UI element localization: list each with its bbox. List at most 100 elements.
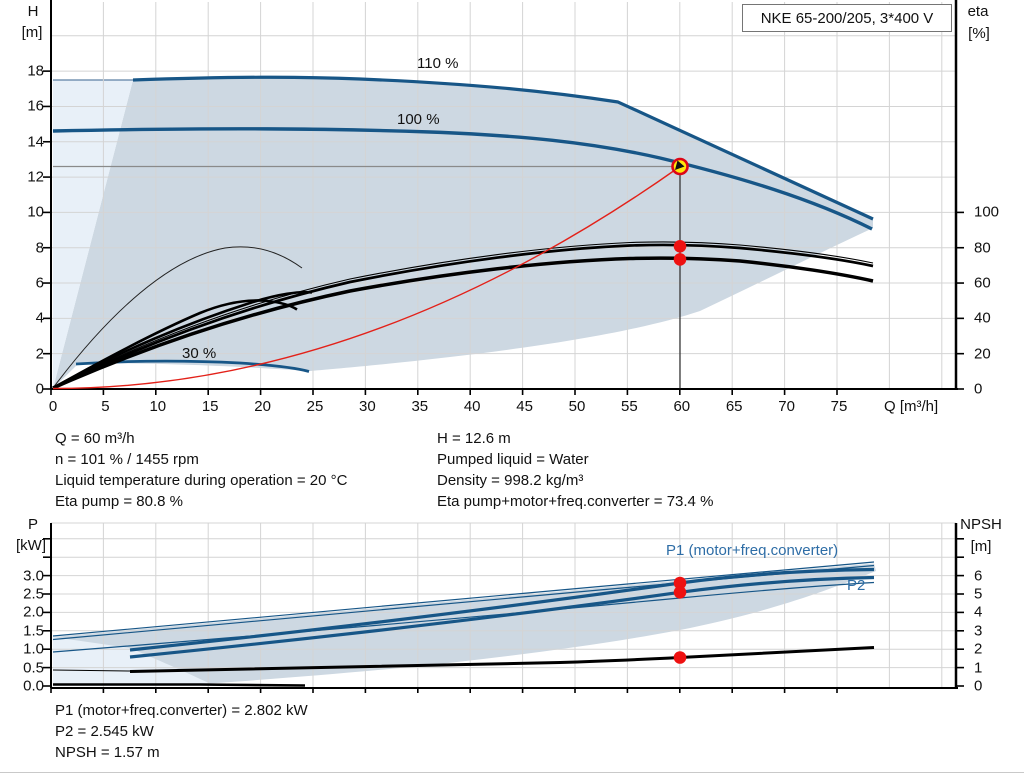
curves [52, 75, 875, 687]
p-tick-label: 1.0 [23, 640, 44, 658]
q-tick-label: 75 [830, 398, 848, 415]
npsh-curve [129, 646, 875, 673]
q-tick-label: 35 [411, 398, 429, 415]
q-tick-label: 50 [568, 398, 586, 415]
duty-point-arrowhead [675, 160, 685, 170]
h-tick-label: 6 [35, 274, 44, 292]
eta-pump-point [673, 240, 687, 253]
q-tick-label: 15 [201, 398, 219, 415]
eta-tick-label: 60 [974, 274, 991, 292]
p-tick-label: 0.0 [23, 677, 44, 695]
chart-fills [53, 77, 876, 686]
eta-tick-label: 80 [974, 239, 991, 257]
npsh-tick-label: 0 [974, 677, 983, 695]
h-tick-label: 8 [35, 239, 44, 257]
curve-label-100pct: 100 % [397, 111, 440, 128]
p-axis-unit: [kW] [16, 537, 46, 554]
eta-tick-label: 100 [974, 203, 1000, 221]
eta-pump-thin-curve [52, 241, 874, 389]
npsh-tick-label: 5 [974, 585, 983, 603]
h-tick-label: 16 [27, 97, 44, 115]
npsh-tick-label: 3 [974, 622, 983, 640]
q-tick-label: 25 [306, 398, 324, 415]
h-axis-name: H [27, 3, 39, 20]
q-tick-label: 60 [673, 398, 691, 415]
curve-100pct [52, 127, 873, 231]
npsh-axis-name: NPSH [960, 516, 1002, 533]
h-tick-label: 14 [27, 133, 44, 151]
p-tick-label: 2.5 [23, 585, 44, 603]
npsh-tick-label: 4 [974, 603, 983, 621]
eta-lowspeed-curve-1 [52, 299, 298, 390]
q-tick-label: 45 [516, 398, 533, 415]
result-npsh: NPSH = 1.57 m [55, 744, 160, 761]
q-tick-label: 65 [725, 398, 743, 415]
result-q: Q = 60 m³/h [55, 430, 135, 447]
p-tick-label: 3.0 [23, 567, 44, 585]
gridlines [51, 2, 956, 688]
h-tick-label: 12 [27, 168, 44, 186]
min-flow-region-top [53, 80, 133, 389]
eta-tick-label: 20 [974, 345, 991, 363]
npsh-low-curve [53, 683, 306, 687]
axes-and-ticks [43, 0, 964, 693]
q-tick-label: 40 [463, 398, 481, 415]
system-curve [52, 165, 681, 390]
h-tick-label: 18 [27, 62, 44, 80]
q-tick-label: 55 [621, 398, 638, 415]
npsh-tick-label: 1 [974, 659, 983, 677]
eta-total-curve [52, 256, 874, 390]
p-tick-label: 2.0 [23, 603, 44, 621]
eta-arc-curve [52, 246, 303, 389]
eta-total-point [673, 253, 687, 266]
curve-label-30pct: 30 % [182, 345, 217, 362]
q-tick-label: 0 [48, 398, 58, 415]
p-tick-label: 1.5 [23, 622, 44, 640]
q-tick-label: 10 [149, 398, 167, 415]
q-tick-label: 70 [778, 398, 795, 415]
q-tick-label: 20 [254, 398, 271, 415]
h-tick-label: 10 [27, 203, 44, 221]
result-speed: n = 101 % / 1455 rpm [55, 451, 199, 468]
q-tick-label: 5 [101, 398, 110, 415]
eta-axis-name: eta [967, 3, 989, 20]
p1-max-curve [52, 561, 875, 637]
result-liquid: Pumped liquid = Water [437, 451, 589, 468]
npsh-tick-label: 2 [974, 640, 983, 658]
eta-pump-curve [52, 243, 874, 390]
result-eta-pump: Eta pump = 80.8 % [55, 493, 183, 510]
p-tick-label: 0.5 [23, 659, 44, 677]
curve-label-110pct: 110 % [417, 55, 459, 72]
eta-axis-unit: [%] [968, 25, 990, 42]
curve-label-p1: P1 (motor+freq.converter) [666, 542, 839, 559]
eta-tick-label: 0 [974, 380, 983, 398]
npsh-tick-label: 6 [974, 567, 983, 585]
pump-title: NKE 65-200/205, 3*400 V [760, 9, 934, 27]
result-density: Density = 998.2 kg/m³ [437, 472, 584, 489]
result-head: H = 12.6 m [437, 430, 511, 447]
eta-tick-label: 40 [974, 309, 991, 327]
result-p1: P1 (motor+freq.converter) = 2.802 kW [55, 702, 308, 719]
h-tick-label: 4 [35, 309, 44, 327]
p2-curve [129, 575, 875, 659]
h-axis-unit: [m] [21, 24, 43, 41]
result-p2: P2 = 2.545 kW [55, 723, 154, 740]
envelope-fill-top [53, 77, 873, 389]
npsh-start-line [52, 669, 131, 672]
p1-point [673, 576, 687, 590]
result-liquid-temp: Liquid temperature during operation = 20… [55, 472, 348, 489]
npsh-axis-unit: [m] [970, 538, 992, 555]
curve-label-p2: P2 [847, 577, 866, 594]
eta-lowspeed-curve-2 [52, 290, 313, 390]
curve-110pct [132, 75, 874, 221]
q-tick-label: 30 [359, 398, 376, 415]
q-axis-label: Q [m³/h] [884, 398, 939, 415]
p2-min-curve [52, 581, 875, 653]
h-tick-label: 0 [35, 380, 44, 398]
npsh-point [673, 651, 687, 664]
result-eta-total: Eta pump+motor+freq.converter = 73.4 % [437, 493, 714, 510]
p2-point [673, 586, 687, 599]
h-tick-label: 2 [35, 345, 44, 363]
